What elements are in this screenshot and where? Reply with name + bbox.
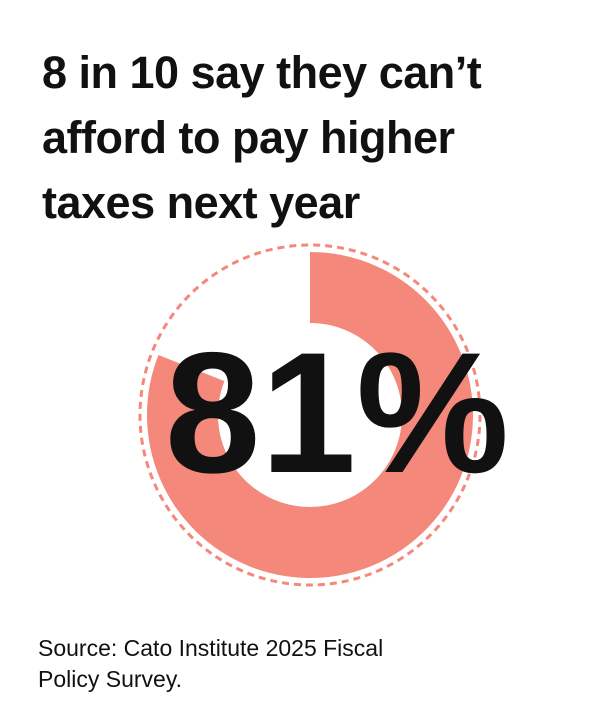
chart-title: 8 in 10 say they can’t afford to pay hig… — [42, 40, 582, 235]
donut-slice-value — [147, 252, 473, 579]
source-line-2: Policy Survey. — [38, 666, 183, 692]
donut-dashed-outline — [138, 243, 482, 587]
chart-title-line-1: 8 in 10 say they can’t — [42, 47, 482, 98]
donut-value-label: 81% — [165, 317, 509, 509]
source-line-1: Source: Cato Institute 2025 Fiscal — [38, 635, 384, 661]
source-note: Source: Cato Institute 2025 Fiscal Polic… — [38, 633, 558, 695]
chart-title-line-2: afford to pay higher — [42, 112, 455, 163]
chart-title-line-3: taxes next year — [42, 177, 360, 228]
